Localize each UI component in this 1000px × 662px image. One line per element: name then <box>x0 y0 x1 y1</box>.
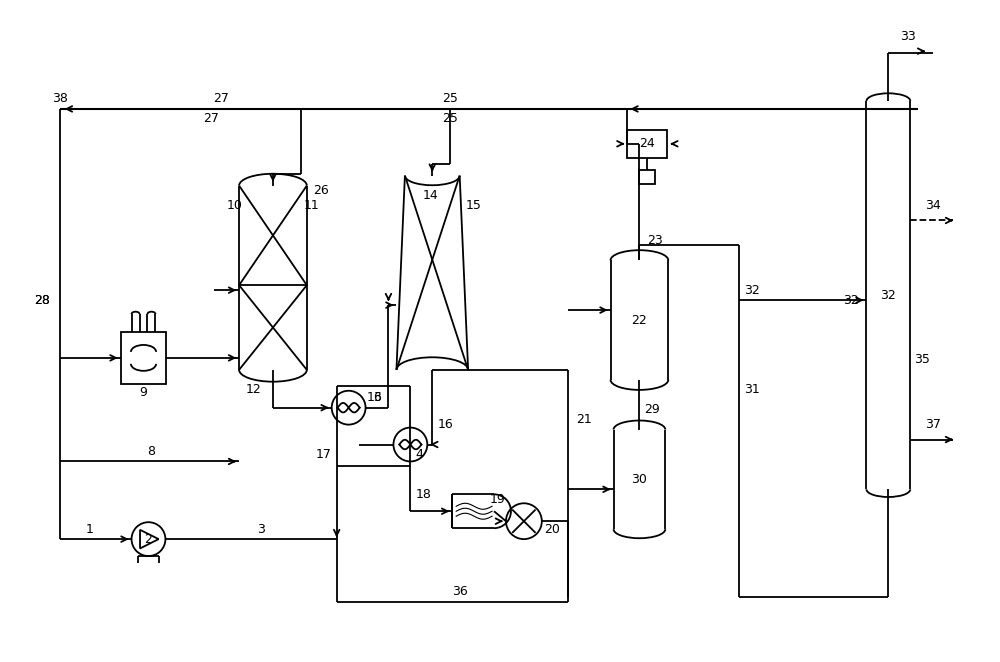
Text: 18: 18 <box>415 488 431 501</box>
Text: 38: 38 <box>52 93 68 105</box>
Text: 25: 25 <box>442 113 458 125</box>
Text: 28: 28 <box>34 294 50 307</box>
Text: 16: 16 <box>437 418 453 431</box>
Text: 10: 10 <box>226 199 242 212</box>
Text: 28: 28 <box>34 294 50 307</box>
Text: 15: 15 <box>466 199 482 212</box>
Text: 14: 14 <box>423 189 438 202</box>
Text: 12: 12 <box>245 383 261 397</box>
Text: 1: 1 <box>86 523 94 536</box>
Text: 35: 35 <box>914 354 930 366</box>
Text: 33: 33 <box>900 30 916 43</box>
Text: 13: 13 <box>367 391 382 404</box>
Text: 23: 23 <box>647 234 663 247</box>
Text: 37: 37 <box>925 418 941 431</box>
Text: 27: 27 <box>213 93 229 105</box>
Bar <box>627 130 667 158</box>
Text: 8: 8 <box>147 445 155 458</box>
Bar <box>639 169 655 183</box>
Text: 3: 3 <box>257 523 265 536</box>
Text: 32: 32 <box>744 284 760 297</box>
Text: 17: 17 <box>316 448 332 461</box>
Text: 4: 4 <box>415 448 423 461</box>
Text: 19: 19 <box>490 493 506 506</box>
Text: 36: 36 <box>452 585 468 598</box>
Text: 26: 26 <box>313 184 329 197</box>
Text: 25: 25 <box>442 93 458 105</box>
Text: 11: 11 <box>304 199 320 212</box>
Text: 31: 31 <box>744 383 760 397</box>
Text: 9: 9 <box>140 386 147 399</box>
Text: 32: 32 <box>880 289 896 302</box>
Text: 24: 24 <box>640 137 655 150</box>
Text: 21: 21 <box>576 413 591 426</box>
Text: 29: 29 <box>644 403 660 416</box>
Bar <box>121 332 166 384</box>
Text: 32: 32 <box>843 294 858 307</box>
Text: 2: 2 <box>145 533 152 545</box>
Text: 27: 27 <box>203 113 219 125</box>
Text: 6: 6 <box>374 391 381 404</box>
Text: 22: 22 <box>632 314 647 326</box>
Text: 30: 30 <box>631 473 647 486</box>
Text: 20: 20 <box>544 523 560 536</box>
Text: 34: 34 <box>925 199 941 212</box>
